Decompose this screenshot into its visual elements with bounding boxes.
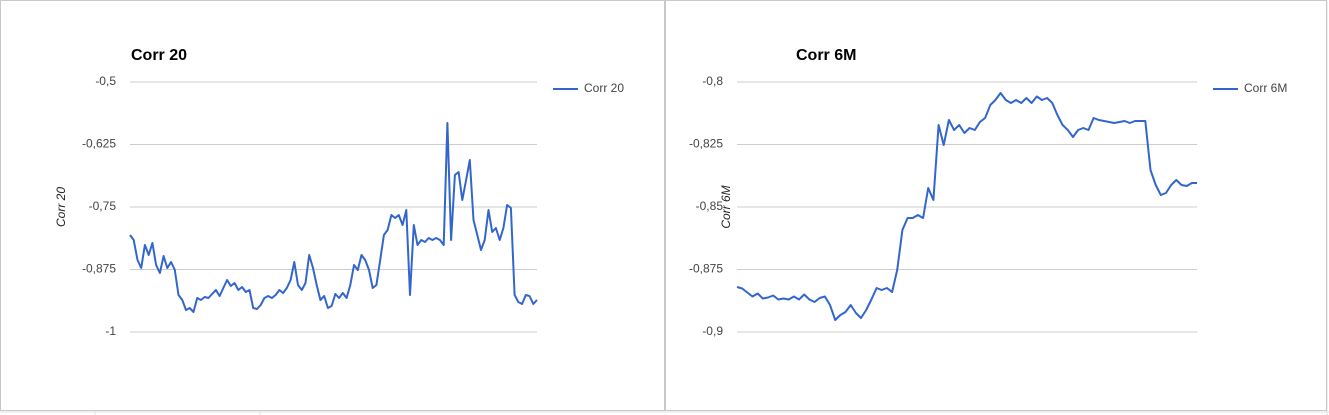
line-series [129,122,538,313]
chart-panel [0,0,665,411]
y-tick-label: -0,625 [82,137,116,151]
y-tick-label: -1 [105,324,116,338]
legend-label: Corr 20 [584,81,624,95]
y-axis-label: Corr 6M [719,185,733,228]
line-series [736,92,1197,321]
y-tick-label: -0,875 [82,262,116,276]
y-tick-label: -0,825 [689,137,723,151]
chart-title: Corr 20 [131,47,187,64]
y-tick-label: -0,75 [89,199,117,213]
y-tick-label: -0,5 [95,74,116,88]
y-tick-label: -0,8 [702,74,723,88]
chart-panel [665,0,1327,411]
chart-title: Corr 6M [796,47,856,64]
y-axis-label: Corr 20 [54,187,68,227]
y-tick-label: -0,85 [696,199,724,213]
y-tick-label: -0,875 [689,262,723,276]
y-tick-label: -0,9 [702,324,723,338]
legend-label: Corr 6M [1244,81,1287,95]
